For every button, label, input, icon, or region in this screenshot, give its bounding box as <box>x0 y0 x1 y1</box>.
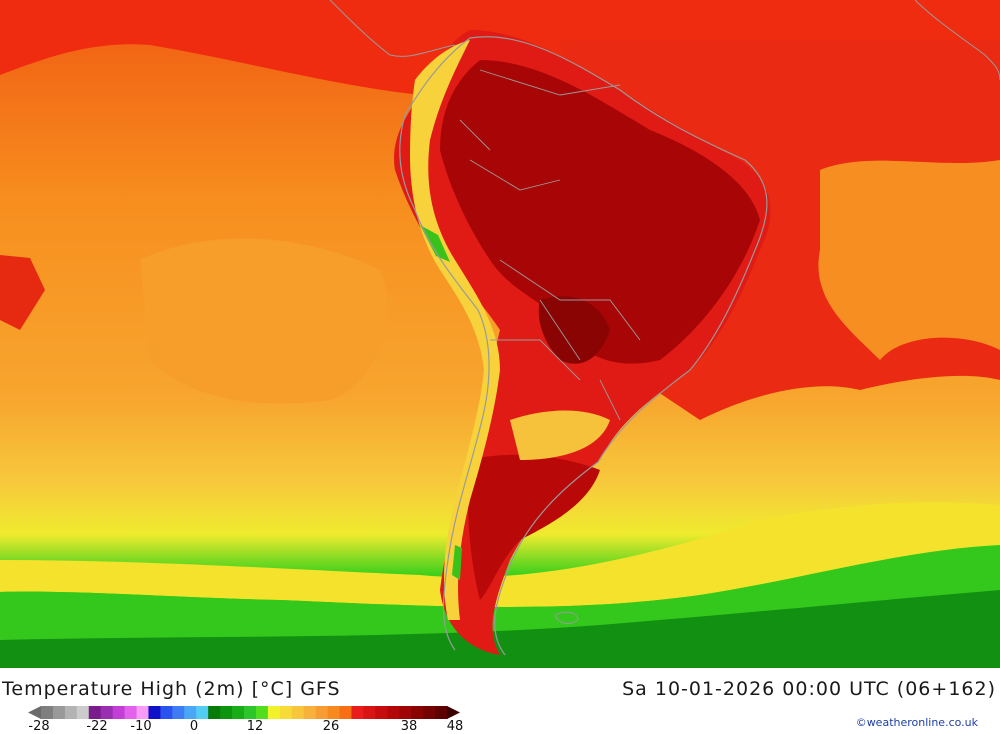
andes-strip <box>410 40 500 620</box>
legend-swatch <box>124 706 138 719</box>
legend-swatch <box>291 706 305 719</box>
falklands <box>554 611 579 624</box>
legend-arrow-high <box>447 706 460 719</box>
andes-green-patch-north <box>420 225 450 262</box>
legend-swatch <box>279 706 293 719</box>
credit-link[interactable]: ©weatheronline.co.uk <box>855 716 978 729</box>
legend-tick: -22 <box>86 719 108 734</box>
legend-swatch <box>136 706 149 719</box>
legend-swatch <box>112 706 126 719</box>
legend-swatch <box>220 706 233 719</box>
legend-swatch <box>339 706 352 719</box>
brazil-hot-core <box>440 60 760 364</box>
legend-swatch <box>351 706 364 719</box>
legend-tick: 0 <box>189 719 199 734</box>
legend-tick: -10 <box>130 719 152 734</box>
legend-swatch <box>196 706 209 719</box>
legend-swatch <box>435 706 448 719</box>
legend-swatch <box>52 706 66 719</box>
legend-swatch <box>208 706 221 719</box>
legend-swatch <box>411 706 424 719</box>
legend-swatch <box>375 706 388 719</box>
legend-swatch <box>76 706 90 719</box>
legend-swatch <box>327 706 341 719</box>
legend-tick: -28 <box>28 719 50 734</box>
central-america-coast <box>329 0 456 57</box>
legend-swatch <box>100 706 114 719</box>
legend-swatch <box>172 706 185 719</box>
legend-tick: 26 <box>322 719 340 734</box>
legend-tick: 12 <box>246 719 264 734</box>
legend-tick: 38 <box>400 719 418 734</box>
legend-swatch <box>148 706 161 719</box>
rio-plata-yellow <box>510 410 610 460</box>
temperature-map <box>0 0 1000 668</box>
legend-swatch <box>303 706 317 719</box>
coastline <box>399 36 768 656</box>
map-timestamp: Sa 10-01-2026 00:00 UTC (06+162) <box>622 678 996 700</box>
legend-swatch <box>88 706 102 719</box>
legend-swatch <box>184 706 197 719</box>
pacific-red-spot <box>0 255 45 330</box>
legend-swatch <box>160 706 173 719</box>
legend-tick-labels: -28 -22 -10 0 12 26 38 48 <box>0 719 1000 734</box>
legend-swatch <box>363 706 376 719</box>
legend-swatch <box>315 706 329 719</box>
legend-swatch <box>267 706 281 719</box>
south-dark-green-band <box>0 590 1000 668</box>
legend-swatch <box>423 706 436 719</box>
legend-swatch <box>255 706 269 719</box>
south-yellow-band <box>0 502 1000 607</box>
legend-swatch <box>64 706 78 719</box>
legend-swatch <box>41 706 54 719</box>
chaco-hot-core <box>538 296 610 364</box>
legend-swatch <box>232 706 245 719</box>
map-title: Temperature High (2m) [°C] GFS <box>2 678 341 700</box>
africa-coast <box>914 0 1000 81</box>
legend-swatch <box>244 706 257 719</box>
legend-arrow-low <box>28 706 41 719</box>
border-lines <box>459 69 641 421</box>
legend-tick: 48 <box>446 719 464 734</box>
color-legend <box>28 706 460 719</box>
legend-swatch <box>399 706 412 719</box>
andes-green-patch-south <box>452 545 462 580</box>
patagonia-hot-core <box>468 454 600 600</box>
pacific-orange-patch <box>140 238 388 404</box>
atlantic-orange-patch <box>818 160 1000 360</box>
legend-swatch <box>387 706 400 719</box>
